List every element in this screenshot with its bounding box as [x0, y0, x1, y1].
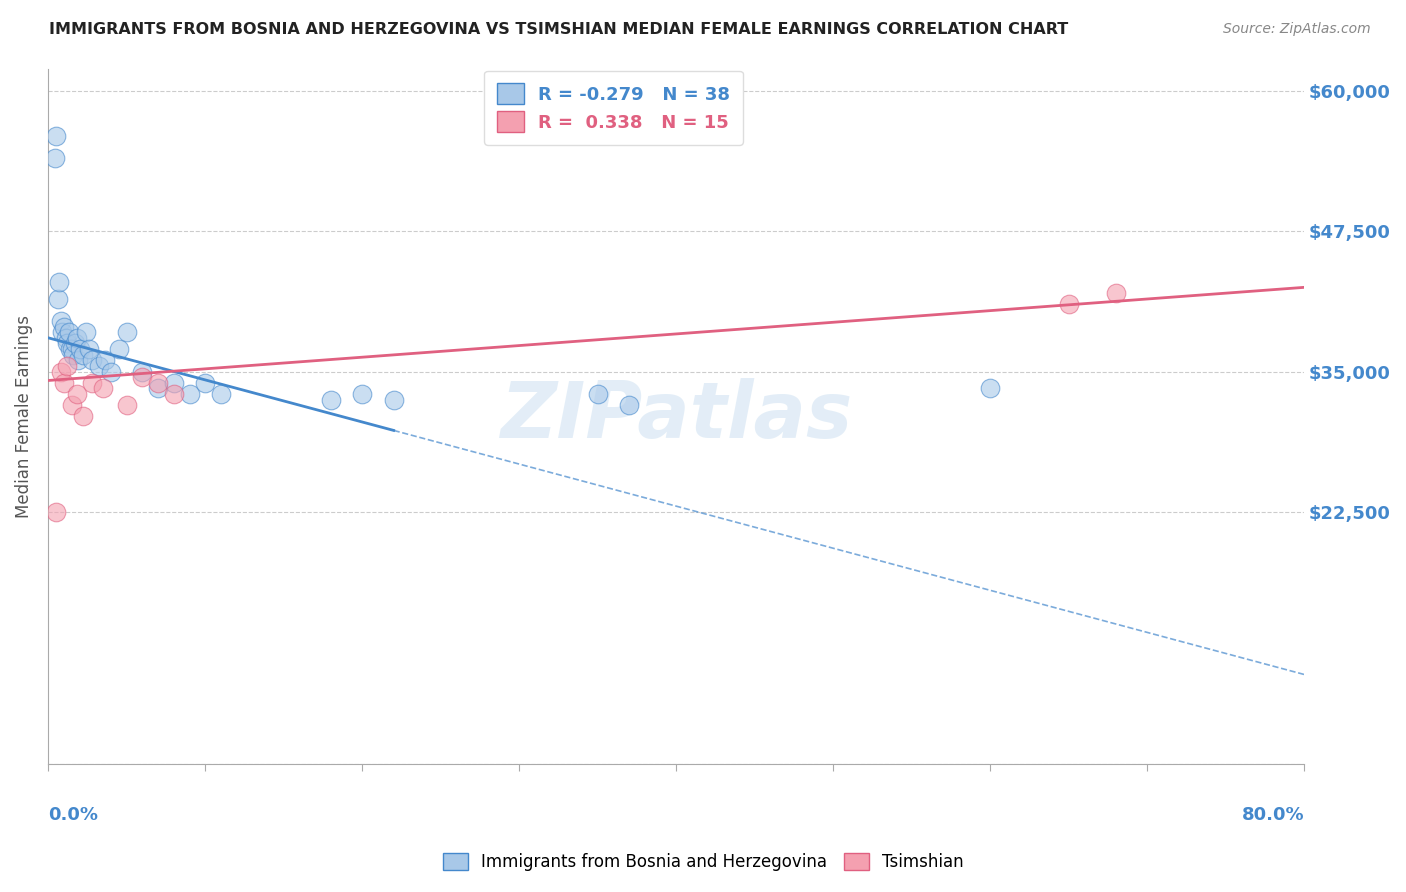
Point: [49, 314, 72, 328]
Point: [94, 353, 117, 368]
Point: [56, 359, 79, 373]
Point: [115, 398, 138, 412]
Point: [148, 381, 170, 395]
Point: [48, 275, 70, 289]
Point: [131, 364, 153, 378]
Point: [382, 392, 405, 407]
Point: [67, 353, 90, 368]
Text: IMMIGRANTS FROM BOSNIA AND HERZEGOVINA VS TSIMSHIAN MEDIAN FEMALE EARNINGS CORRE: IMMIGRANTS FROM BOSNIA AND HERZEGOVINA V…: [49, 22, 1069, 37]
Point: [163, 387, 186, 401]
Point: [319, 392, 342, 407]
Point: [59, 342, 82, 356]
Point: [87, 359, 110, 373]
Point: [51, 325, 73, 339]
Point: [72, 409, 94, 424]
Point: [586, 387, 609, 401]
Point: [617, 398, 640, 412]
Point: [979, 381, 1001, 395]
Text: Source: ZipAtlas.com: Source: ZipAtlas.com: [1223, 22, 1371, 37]
Point: [82, 353, 104, 368]
Legend: Immigrants from Bosnia and Herzegovina, Tsimshian: Immigrants from Bosnia and Herzegovina, …: [434, 845, 972, 880]
Point: [53, 376, 76, 390]
Point: [63, 336, 86, 351]
Point: [45, 128, 67, 143]
Point: [115, 325, 138, 339]
Point: [60, 398, 83, 412]
Point: [179, 387, 201, 401]
Point: [1057, 297, 1080, 311]
Legend: R = -0.279   N = 38, R =  0.338   N = 15: R = -0.279 N = 38, R = 0.338 N = 15: [484, 70, 742, 145]
Point: [194, 376, 217, 390]
Point: [65, 387, 87, 401]
Point: [77, 342, 100, 356]
Point: [91, 381, 114, 395]
Point: [72, 348, 94, 362]
Point: [65, 331, 87, 345]
Point: [352, 387, 374, 401]
Y-axis label: Median Female Earnings: Median Female Earnings: [15, 315, 32, 518]
Point: [131, 370, 153, 384]
Point: [82, 376, 104, 390]
Text: 0.0%: 0.0%: [48, 806, 98, 824]
Point: [60, 342, 83, 356]
Point: [1105, 285, 1128, 300]
Point: [108, 342, 131, 356]
Point: [53, 319, 76, 334]
Point: [148, 376, 170, 390]
Point: [100, 364, 122, 378]
Point: [75, 325, 97, 339]
Point: [46, 292, 69, 306]
Point: [49, 364, 72, 378]
Point: [209, 387, 232, 401]
Point: [62, 348, 84, 362]
Point: [55, 331, 77, 345]
Point: [69, 342, 91, 356]
Point: [163, 376, 186, 390]
Point: [44, 151, 66, 165]
Point: [56, 336, 79, 351]
Point: [45, 505, 67, 519]
Text: ZIPatlas: ZIPatlas: [501, 378, 852, 454]
Text: 80.0%: 80.0%: [1241, 806, 1305, 824]
Point: [58, 325, 80, 339]
